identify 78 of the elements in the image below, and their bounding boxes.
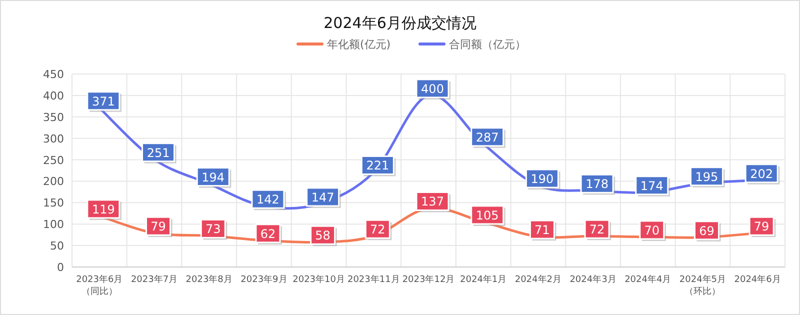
x-tick-label: 2024年5月（环比） [679, 274, 726, 297]
label: 287 [470, 127, 506, 148]
label: 119 [86, 199, 122, 220]
label: 79 [748, 216, 776, 238]
y-tick-label: 400 [43, 89, 64, 102]
label: 195 [690, 166, 725, 188]
x-tick-label: 2024年4月 [624, 274, 672, 285]
data-label: 147 [311, 190, 334, 204]
data-label: 174 [640, 178, 664, 193]
data-label: 190 [530, 172, 554, 186]
label: 194 [196, 167, 232, 188]
x-tick-label: 2024年1月 [460, 274, 507, 285]
x-tick-label: 2024年6月 [734, 274, 781, 285]
label: 174 [635, 176, 670, 196]
data-label: 251 [146, 146, 170, 160]
data-label: 195 [695, 170, 718, 184]
x-tick-label: 2023年8月 [186, 274, 232, 285]
x-tick-label: 2023年6月（同比） [76, 274, 123, 297]
data-label: 58 [315, 228, 330, 243]
legend-label: 年化额(亿元) [327, 38, 391, 51]
y-tick-label: 300 [43, 132, 64, 146]
chart-title: 2024年6月份成交情况 [324, 14, 476, 32]
x-tick-label: 2023年9月 [240, 274, 288, 285]
x-tick-label: 2023年7月 [130, 274, 178, 285]
y-tick-label: 50 [50, 240, 64, 253]
x-tick-label: 2023年11月 [347, 274, 400, 285]
label: 70 [639, 220, 666, 241]
label: 73 [200, 218, 228, 240]
label: 58 [310, 225, 337, 246]
label: 72 [364, 219, 392, 240]
y-tick-label: 350 [43, 110, 64, 124]
label: 105 [470, 205, 506, 226]
label: 221 [360, 155, 396, 176]
data-label: 221 [366, 158, 390, 173]
y-tick-label: 0 [57, 261, 64, 274]
label: 251 [142, 142, 176, 164]
data-label: 137 [421, 194, 444, 209]
label: 178 [580, 174, 616, 195]
data-label: 73 [205, 222, 221, 236]
data-label: 79 [754, 220, 770, 234]
x-tick-label: 2023年12月 [402, 274, 455, 285]
data-label: 142 [256, 192, 280, 207]
data-label: 119 [92, 202, 115, 216]
data-label: 287 [476, 130, 499, 144]
label: 69 [694, 220, 721, 242]
data-label: 105 [476, 208, 499, 222]
label: 190 [525, 168, 560, 190]
label: 71 [529, 220, 556, 241]
data-label: 72 [589, 222, 605, 237]
data-label: 194 [202, 170, 225, 184]
y-tick-label: 450 [43, 68, 64, 81]
y-tick-label: 150 [43, 196, 64, 210]
label: 142 [251, 189, 286, 210]
label: 400 [416, 78, 450, 100]
label: 147 [306, 187, 341, 208]
data-label: 69 [699, 224, 714, 238]
data-label: 70 [644, 223, 660, 238]
label: 72 [584, 219, 612, 240]
label: 371 [86, 91, 122, 112]
data-label: 71 [534, 223, 550, 238]
data-label: 62 [260, 226, 276, 241]
data-label: 178 [586, 177, 608, 192]
label: 62 [255, 224, 282, 244]
x-tick-label: 2023年10月 [292, 274, 345, 285]
data-label: 400 [421, 82, 444, 96]
y-tick-label: 250 [43, 154, 64, 167]
label: 137 [416, 192, 450, 212]
data-label: 72 [370, 222, 386, 237]
data-label: 371 [92, 94, 115, 108]
label: 79 [146, 216, 172, 238]
label: 202 [744, 164, 780, 184]
data-label: 79 [150, 220, 166, 234]
x-tick-label: 2024年2月 [514, 274, 562, 285]
data-label: 202 [750, 166, 774, 181]
legend-label: 合同额（亿元） [449, 38, 526, 51]
x-tick-label: 2024年3月 [570, 274, 616, 285]
y-tick-label: 200 [43, 175, 64, 188]
y-tick-label: 100 [43, 218, 64, 232]
